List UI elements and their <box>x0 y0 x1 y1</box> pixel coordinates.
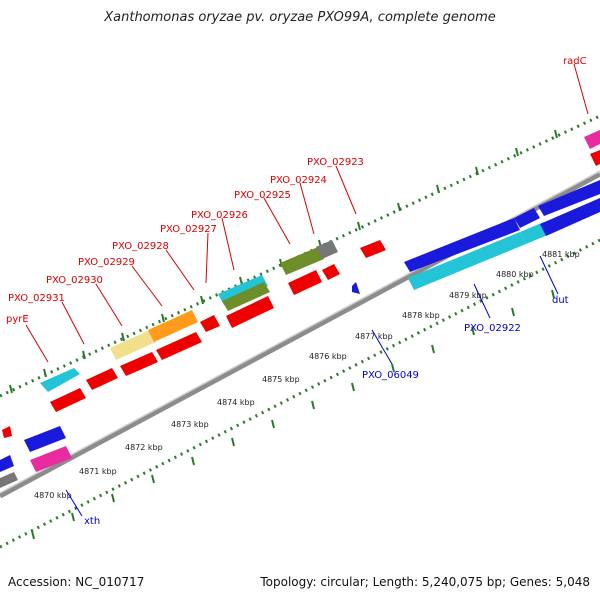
gene-arrow[interactable] <box>322 264 340 280</box>
gene-arrow[interactable] <box>584 130 600 149</box>
scale-label-4870: 4870 kbp <box>34 491 72 500</box>
gene-arrow[interactable] <box>222 282 270 311</box>
gene-arrow[interactable] <box>200 315 220 332</box>
scale-label-4877: 4877 kbp <box>355 332 393 341</box>
scale-label-4880: 4880 kbp <box>496 270 534 279</box>
gene-arrow[interactable] <box>86 368 118 390</box>
gene-label[interactable]: PXO_02923 <box>307 157 364 168</box>
gene-arrow[interactable] <box>30 446 72 472</box>
map-title: Xanthomonas oryzae pv. oryzae PXO99A, co… <box>104 10 496 25</box>
gene-label[interactable]: PXO_02931 <box>8 293 65 304</box>
scale-label-4876: 4876 kbp <box>309 352 347 361</box>
scale-label-4875: 4875 kbp <box>262 375 300 384</box>
gene-arrow[interactable] <box>0 455 14 472</box>
gene-arrow[interactable] <box>110 330 156 360</box>
scale-label-4871: 4871 kbp <box>79 467 117 476</box>
gene-arrow[interactable] <box>316 240 338 259</box>
gene-arrow[interactable] <box>404 218 520 272</box>
gene-label[interactable]: PXO_02922 <box>464 323 521 334</box>
gene-label[interactable]: PXO_02924 <box>270 175 327 186</box>
gene-label[interactable]: PXO_02930 <box>46 275 103 286</box>
gene-label[interactable]: pyrE <box>6 314 29 325</box>
gene-label[interactable]: xth <box>84 516 100 527</box>
gene-arrow[interactable] <box>2 426 12 438</box>
gene-arrow[interactable] <box>590 150 600 166</box>
scale-label-4873: 4873 kbp <box>171 420 209 429</box>
gene-arrow[interactable] <box>280 247 324 275</box>
scale-label-4872: 4872 kbp <box>125 443 163 452</box>
gene-labels-top: pyrE PXO_02931 PXO_02930 PXO_02929 PXO_0… <box>6 56 587 325</box>
gene-arrow[interactable] <box>226 296 274 328</box>
inner-dotted-ring <box>0 238 600 549</box>
scale-label-4874: 4874 kbp <box>217 398 255 407</box>
gene-arrow[interactable] <box>538 180 600 216</box>
gene-arrow[interactable] <box>0 472 18 488</box>
scale-labels: 4870 kbp 4871 kbp 4872 kbp 4873 kbp 4874… <box>34 250 580 500</box>
gene-label[interactable]: PXO_02926 <box>191 210 248 221</box>
gene-label[interactable]: PXO_02929 <box>78 257 135 268</box>
inner-strand-features <box>0 150 600 488</box>
gene-arrow[interactable] <box>50 388 86 412</box>
bottom-label-leaders <box>65 255 559 517</box>
gene-arrow[interactable] <box>120 352 158 376</box>
gene-arrow[interactable] <box>156 332 202 360</box>
gene-arrow[interactable] <box>514 208 540 228</box>
gene-label[interactable]: radC <box>563 56 587 67</box>
top-label-leaders <box>25 63 589 363</box>
gene-arrow[interactable] <box>148 310 198 342</box>
scale-label-4879: 4879 kbp <box>449 291 487 300</box>
scale-label-4881: 4881 kbp <box>542 250 580 259</box>
outer-strand-features <box>40 130 600 392</box>
accession-text: Accession: NC_010717 <box>8 575 145 589</box>
scale-label-4878: 4878 kbp <box>402 311 440 320</box>
gene-label[interactable]: PXO_02927 <box>160 224 217 235</box>
gene-arrow[interactable] <box>540 198 600 236</box>
gene-arrow[interactable] <box>360 240 386 258</box>
genome-summary-text: Topology: circular; Length: 5,240,075 bp… <box>260 575 590 589</box>
gene-label[interactable]: dut <box>552 295 569 306</box>
gene-label[interactable]: PXO_02928 <box>112 241 169 252</box>
gene-label[interactable]: PXO_06049 <box>362 370 419 381</box>
gene-arrow[interactable] <box>408 232 526 290</box>
inner-major-ticks <box>31 289 555 540</box>
gene-arrow[interactable] <box>288 270 322 295</box>
gene-arrow[interactable] <box>40 368 80 392</box>
gene-arrow[interactable] <box>352 282 360 294</box>
gene-label[interactable]: PXO_02925 <box>234 190 291 201</box>
gene-labels-bottom: xth PXO_06049 PXO_02922 dut <box>84 295 569 527</box>
gene-arrow[interactable] <box>24 426 66 452</box>
